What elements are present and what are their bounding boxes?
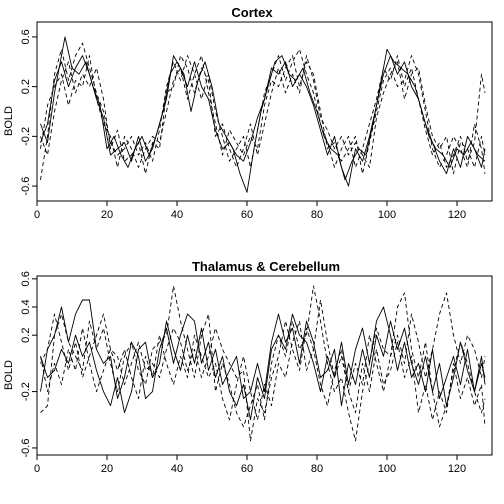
thalamus-cerebellum-plot-frame — [36, 275, 493, 456]
thalamus-cerebellum-series-5-line — [40, 320, 486, 427]
cortex-y-tick-label: 0.2 — [20, 79, 32, 94]
thalamus-cerebellum-x-tick-label: 100 — [378, 463, 396, 475]
thalamus-cerebellum-x-tick-label: 60 — [241, 463, 253, 475]
cortex-plot-frame — [36, 21, 493, 202]
cortex-x-tick-label: 100 — [378, 209, 396, 221]
cortex-series-1-line — [40, 36, 486, 193]
thalamus-cerebellum-y-tick-label: 0.4 — [20, 299, 32, 314]
thalamus-cerebellum-series-1-line — [40, 299, 486, 421]
cortex-y-tick-label: -0.2 — [20, 127, 32, 146]
cortex-panel: Cortex BOLD 0 20 40 60 80 100 120 -0.6 -0.2 0.2 0.… — [3, 5, 493, 221]
thalamus-cerebellum-series-4-line — [40, 292, 486, 442]
thalamus-cerebellum-series-2-line — [40, 313, 486, 414]
thalamus-cerebellum-x-tick-label: 20 — [101, 463, 113, 475]
cortex-x-tick-label: 0 — [34, 209, 40, 221]
thalamus-cerebellum-series-3-line — [40, 285, 486, 442]
thalamus-cerebellum-title: Thalamus & Cerebellum — [192, 259, 340, 274]
thalamus-cerebellum-y-tick-label: 0.2 — [20, 328, 32, 343]
cortex-x-tick-label: 20 — [101, 209, 113, 221]
thalamus-cerebellum-y-tick-label: -0.6 — [20, 439, 32, 458]
thalamus-cerebellum-x-tick-label: 40 — [171, 463, 183, 475]
cortex-y-tick-label: 0.6 — [20, 29, 32, 44]
cortex-ylabel: BOLD — [3, 106, 15, 136]
thalamus-cerebellum-x-tick-label: 0 — [34, 463, 40, 475]
thalamus-cerebellum-ylabel: BOLD — [3, 360, 15, 390]
thalamus-cerebellum-y-tick-label: -0.2 — [20, 382, 32, 401]
thalamus-cerebellum-x-tick-label: 80 — [311, 463, 323, 475]
cortex-series-4-line — [40, 55, 486, 175]
cortex-x-tick-label: 60 — [241, 209, 253, 221]
cortex-title: Cortex — [231, 5, 273, 20]
thalamus-cerebellum-x-tick-label: 120 — [448, 463, 466, 475]
thalamus-cerebellum-panel: Thalamus & Cerebellum BOLD 0 20 40 60 80 100 1… — [3, 259, 493, 475]
cortex-series-5-line — [40, 55, 486, 175]
thalamus-cerebellum-y-tick-label: 0.6 — [20, 271, 32, 286]
cortex-x-tick-label: 40 — [171, 209, 183, 221]
cortex-x-tick-label: 120 — [448, 209, 466, 221]
cortex-x-tick-label: 80 — [311, 209, 323, 221]
cortex-y-tick-label: -0.6 — [20, 177, 32, 196]
cortex-series-3-line — [40, 42, 486, 180]
